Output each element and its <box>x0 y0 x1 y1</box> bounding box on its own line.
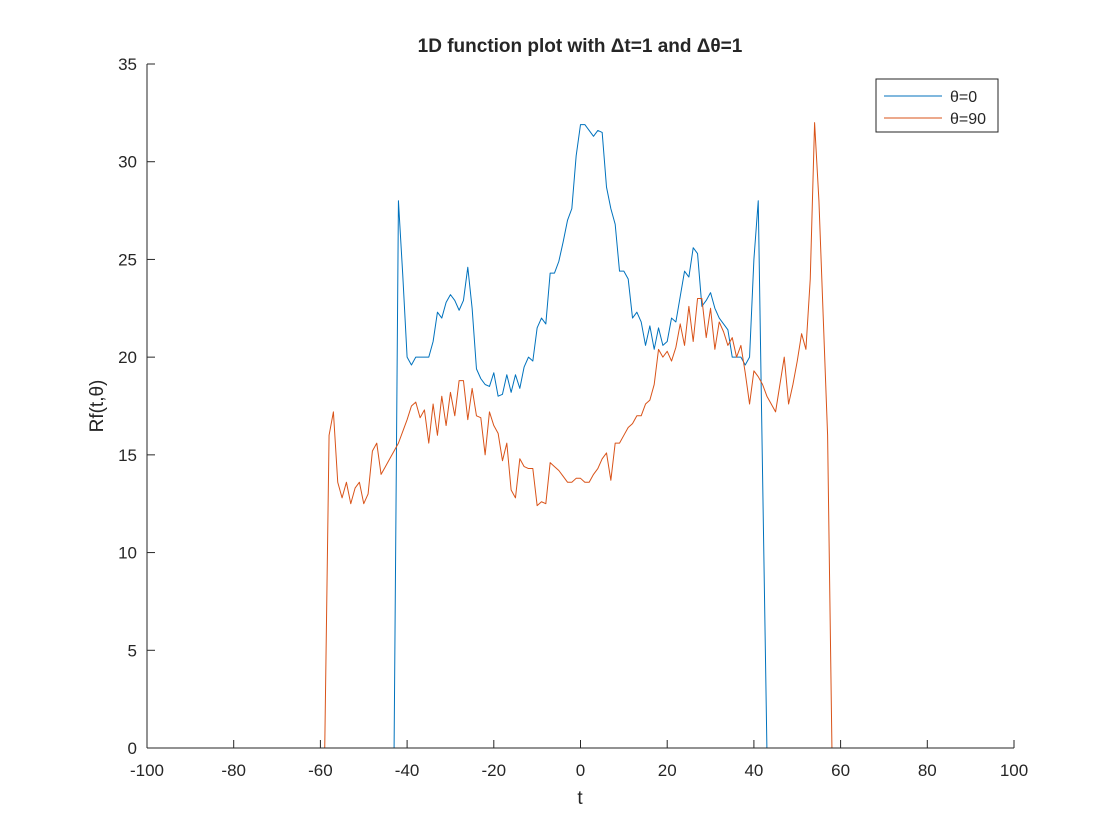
series-layer <box>190 122 971 749</box>
plot-area <box>147 64 1014 748</box>
x-ticks: -100 -80 -60 -40 -20 0 20 40 60 80 100 <box>130 740 1028 780</box>
x-axis-label: t <box>577 788 583 809</box>
x-tick-label: -20 <box>482 761 507 780</box>
x-tick-label: 60 <box>831 761 850 780</box>
legend-box <box>875 78 999 133</box>
legend-label-theta-0: θ=0 <box>950 89 977 106</box>
x-tick-label: -60 <box>308 761 333 780</box>
y-tick-label: 35 <box>118 55 137 74</box>
x-tick-label: -40 <box>395 761 420 780</box>
x-tick-label: 40 <box>744 761 763 780</box>
x-tick-label: 80 <box>918 761 937 780</box>
legend-label-theta-90: θ=90 <box>950 111 986 128</box>
x-tick-label: 20 <box>658 761 677 780</box>
y-tick-label: 5 <box>128 641 137 660</box>
x-tick-label: -100 <box>130 761 164 780</box>
legend: θ=0 θ=90 <box>875 78 999 133</box>
y-tick-label: 25 <box>118 250 137 269</box>
y-tick-label: 0 <box>128 739 137 758</box>
y-tick-label: 20 <box>118 348 137 367</box>
y-axis-label: Rf(t,θ) <box>87 380 108 433</box>
x-tick-label: 0 <box>576 761 585 780</box>
x-tick-label: -80 <box>221 761 246 780</box>
y-tick-label: 15 <box>118 446 137 465</box>
series-line-theta-90 <box>190 122 971 749</box>
x-tick-label: 100 <box>1000 761 1028 780</box>
y-tick-label: 10 <box>118 544 137 563</box>
series-line-theta-0 <box>190 124 971 749</box>
y-tick-label: 30 <box>118 153 137 172</box>
chart-title: 1D function plot with Δt=1 and Δθ=1 <box>418 36 743 57</box>
y-ticks: 0 5 10 15 20 25 30 35 <box>118 55 155 758</box>
